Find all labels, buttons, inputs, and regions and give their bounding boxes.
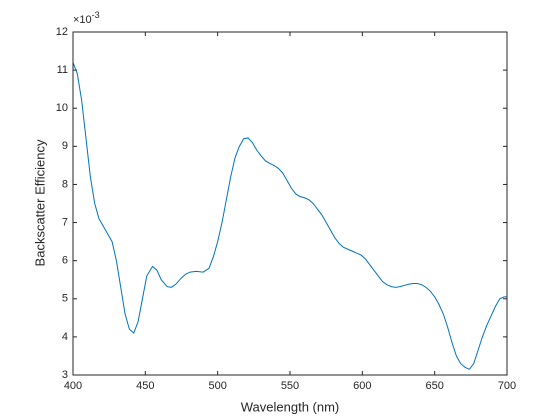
y-multiplier-base: ×10 [73,14,92,26]
y-tick-label: 9 [62,140,68,152]
x-tick-label: 500 [208,380,226,392]
x-tick-label: 550 [281,380,299,392]
x-tick-label: 700 [498,380,516,392]
y-multiplier: ×10-3 [73,10,100,26]
y-tick-label: 5 [62,293,68,305]
x-tick-label: 600 [353,380,371,392]
plot-area [73,32,507,375]
y-tick-label: 12 [56,26,68,38]
y-tick-label: 11 [57,64,68,76]
x-tick-label: 400 [64,380,82,392]
y-tick-label: 10 [56,102,68,114]
y-tick-label: 3 [62,369,68,381]
y-axis-label: Backscatter Efficiency [32,139,47,266]
y-multiplier-exponent: -3 [92,10,100,20]
y-tick-label: 8 [62,178,68,190]
x-tick-label: 450 [136,380,154,392]
y-tick-label: 4 [62,331,68,343]
y-tick-label: 7 [62,216,68,228]
x-axis-label: Wavelength (nm) [241,399,340,414]
y-tick-label: 6 [62,255,68,267]
x-tick-label: 650 [425,380,443,392]
line [72,62,507,370]
axes-box [72,31,508,376]
